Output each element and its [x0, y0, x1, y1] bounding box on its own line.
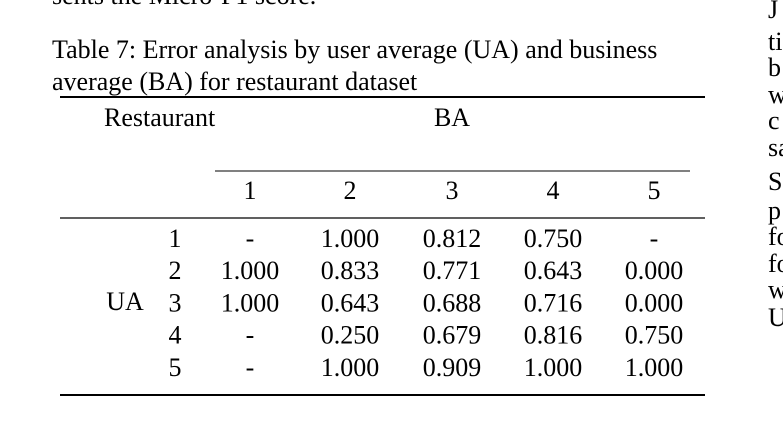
cell: 1.000 — [321, 224, 380, 253]
right-column-text: fo — [768, 249, 783, 278]
cell: 0.688 — [423, 288, 482, 317]
right-column-text: ti — [768, 27, 782, 56]
row-label: 1 — [169, 224, 182, 253]
cell: 0.833 — [321, 256, 380, 285]
caption-line: average (BA) for restaurant dataset — [52, 67, 418, 96]
cell: 0.816 — [524, 321, 583, 350]
cell: - — [246, 224, 255, 253]
row-label: 5 — [169, 353, 182, 382]
cell: 0.250 — [321, 321, 380, 350]
cell: 1.000 — [221, 256, 280, 285]
right-column-text: sa — [768, 133, 783, 162]
cell: 0.000 — [625, 256, 684, 285]
column-header: 1 — [244, 176, 257, 205]
column-header: 3 — [446, 176, 459, 205]
cell: 1.000 — [321, 353, 380, 382]
column-group-header: BA — [434, 103, 470, 132]
column-header: 5 — [648, 176, 661, 205]
right-column-text: p — [768, 196, 781, 225]
cell: 1.000 — [524, 353, 583, 382]
cell: 0.643 — [524, 256, 583, 285]
row-label: 4 — [169, 321, 182, 350]
right-column-text: U — [768, 303, 783, 332]
cell: 1.000 — [625, 353, 684, 382]
cell: 0.750 — [524, 224, 583, 253]
right-column-text: w — [768, 275, 783, 304]
cell: 0.643 — [321, 288, 380, 317]
cell: 0.750 — [625, 321, 684, 350]
right-column-text: b — [768, 53, 781, 82]
row-group-header: UA — [106, 287, 144, 316]
cell: 0.679 — [423, 321, 482, 350]
cell: 1.000 — [221, 288, 280, 317]
row-label: 3 — [169, 288, 182, 317]
cell: - — [246, 353, 255, 382]
right-column-text: w — [768, 80, 783, 109]
right-column-text: J — [768, 0, 778, 24]
column-header: 2 — [344, 176, 357, 205]
cell: 0.812 — [423, 224, 482, 253]
cell: 0.909 — [423, 353, 482, 382]
cell: 0.771 — [423, 256, 482, 285]
right-column-text: fo — [768, 222, 783, 251]
right-column-text: S — [768, 167, 782, 196]
right-column-text: c — [768, 106, 780, 135]
caption-line: Table 7: Error analysis by user average … — [52, 35, 657, 64]
row-label: 2 — [169, 256, 182, 285]
cell: 0.716 — [524, 288, 583, 317]
corner-header: Restaurant — [104, 103, 216, 132]
cell: - — [650, 224, 659, 253]
cell: 0.000 — [625, 288, 684, 317]
cell: - — [246, 321, 255, 350]
column-header: 4 — [547, 176, 560, 205]
previous-text: sents the Micro-F1 score. — [52, 0, 316, 10]
